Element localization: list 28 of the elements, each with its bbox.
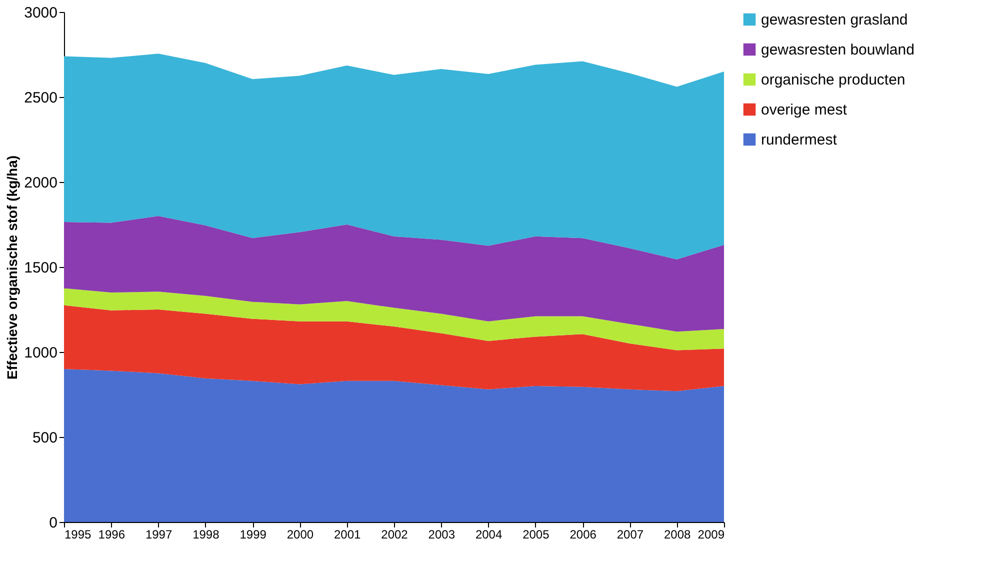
y-tick-label: 1500 <box>24 260 58 276</box>
x-tick-label: 2001 <box>334 528 362 542</box>
x-tick-label: 2004 <box>475 528 502 542</box>
x-tick-label: 1995 <box>64 528 92 542</box>
y-tick-label: 1000 <box>24 344 58 362</box>
y-tick-label: 500 <box>32 430 58 446</box>
legend-label: organische producten <box>761 72 906 88</box>
legend-label: gewasresten bouwland <box>761 42 914 58</box>
y-tick-label: 3000 <box>24 4 58 22</box>
y-tick-label: 0 <box>49 514 58 532</box>
y-tick-label: 2500 <box>24 90 58 106</box>
x-tick-label: 2007 <box>616 528 644 542</box>
x-tick-label: 2005 <box>522 528 550 542</box>
legend-label: gewasresten grasland <box>761 12 908 28</box>
legend-label: overige mest <box>761 102 848 118</box>
y-tick-label: 2000 <box>24 174 58 192</box>
x-tick-label: 1999 <box>240 528 267 542</box>
x-tick-label: 2000 <box>286 528 314 542</box>
y-axis-title: Effectieve organische stof (kg/ha) <box>4 155 20 380</box>
x-tick-label: 2008 <box>664 528 692 542</box>
x-tick-label: 2006 <box>570 528 597 542</box>
x-tick-label: 1998 <box>192 528 220 542</box>
x-tick-label: 2009 <box>698 528 725 542</box>
x-tick-label: 2002 <box>381 528 408 542</box>
legend-label: rundermest <box>761 132 838 148</box>
x-tick-label: 1996 <box>98 528 126 542</box>
x-tick-label: 2003 <box>428 528 456 542</box>
x-tick-label: 1997 <box>145 528 172 542</box>
